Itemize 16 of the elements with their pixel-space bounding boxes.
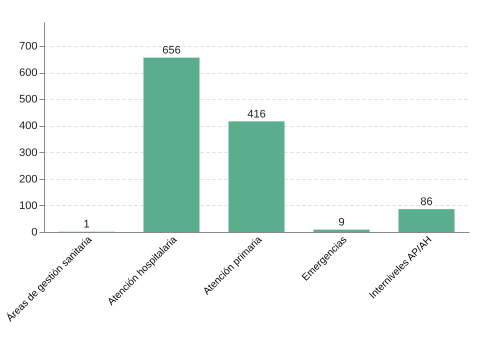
y-tick-label: 700 [19, 40, 38, 52]
data-label: 9 [338, 216, 345, 229]
y-tick-label: 0 [31, 226, 38, 238]
y-tick-label: 500 [19, 94, 38, 106]
bar [144, 58, 200, 232]
y-tick-label: 100 [19, 200, 38, 212]
bar [398, 209, 454, 232]
y-tick-label: 400 [19, 120, 38, 132]
data-label: 86 [420, 196, 433, 208]
data-label: 1 [83, 218, 90, 231]
data-label: 656 [162, 44, 181, 57]
bar [228, 121, 284, 232]
y-tick-label: 600 [19, 67, 38, 80]
y-tick-label: 200 [19, 173, 38, 186]
data-label: 416 [247, 108, 266, 120]
y-tick-label: 300 [19, 146, 38, 159]
